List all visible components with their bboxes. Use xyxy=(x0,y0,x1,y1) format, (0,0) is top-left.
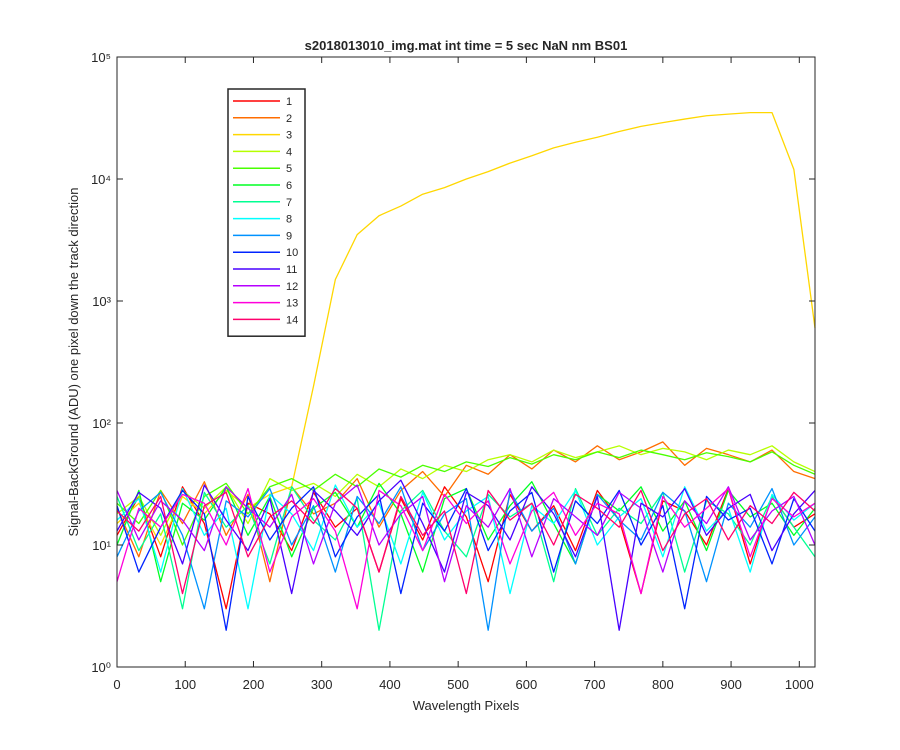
y-tick-label: 10⁰ xyxy=(91,660,111,675)
legend-label: 12 xyxy=(286,281,298,293)
x-tick-label: 700 xyxy=(584,677,606,692)
plot-area xyxy=(117,57,815,667)
legend-label: 3 xyxy=(286,130,292,142)
legend-label: 11 xyxy=(286,264,297,276)
x-axis-label: Wavelength Pixels xyxy=(413,698,520,713)
chart-title: s2018013010_img.mat int time = 5 sec NaN… xyxy=(305,38,628,53)
series-line xyxy=(116,486,816,631)
axes-box xyxy=(116,56,816,668)
y-tick-label: 10² xyxy=(92,416,111,431)
y-tick-label: 10³ xyxy=(92,294,111,309)
legend-label: 1 xyxy=(286,96,292,108)
series-line xyxy=(116,487,816,610)
series-line xyxy=(116,487,816,595)
legend-label: 5 xyxy=(286,163,292,175)
y-tick-label: 10⁵ xyxy=(91,50,111,65)
legend-box xyxy=(227,88,306,337)
legend-label: 10 xyxy=(286,247,298,259)
x-tick-label: 900 xyxy=(720,677,742,692)
x-tick-label: 500 xyxy=(447,677,469,692)
x-tick-label: 200 xyxy=(243,677,265,692)
series-line xyxy=(116,479,816,631)
x-tick-label: 0 xyxy=(113,677,120,692)
x-tick-label: 400 xyxy=(379,677,401,692)
series-line xyxy=(116,486,816,631)
x-tick-label: 800 xyxy=(652,677,674,692)
legend-label: 7 xyxy=(286,197,292,209)
y-axis-label: Signal-BackGround (ADU) one pixel down t… xyxy=(66,187,81,536)
legend-label: 9 xyxy=(286,230,292,242)
y-tick-label: 10¹ xyxy=(92,538,111,553)
series-line xyxy=(116,484,816,583)
x-tick-label: 100 xyxy=(174,677,196,692)
x-tick-label: 1000 xyxy=(785,677,814,692)
series-line xyxy=(116,445,816,536)
y-tick-label: 10⁴ xyxy=(91,172,111,187)
series-line xyxy=(116,486,816,631)
series-line xyxy=(116,441,816,583)
legend-label: 8 xyxy=(286,214,292,226)
legend-label: 2 xyxy=(286,113,292,125)
series-line xyxy=(116,111,816,546)
x-tick-label: 600 xyxy=(516,677,538,692)
legend-label: 4 xyxy=(286,146,292,158)
legend-label: 14 xyxy=(286,314,298,326)
legend-label: 6 xyxy=(286,180,292,192)
x-tick-label: 300 xyxy=(311,677,333,692)
legend-label: 13 xyxy=(286,298,298,310)
